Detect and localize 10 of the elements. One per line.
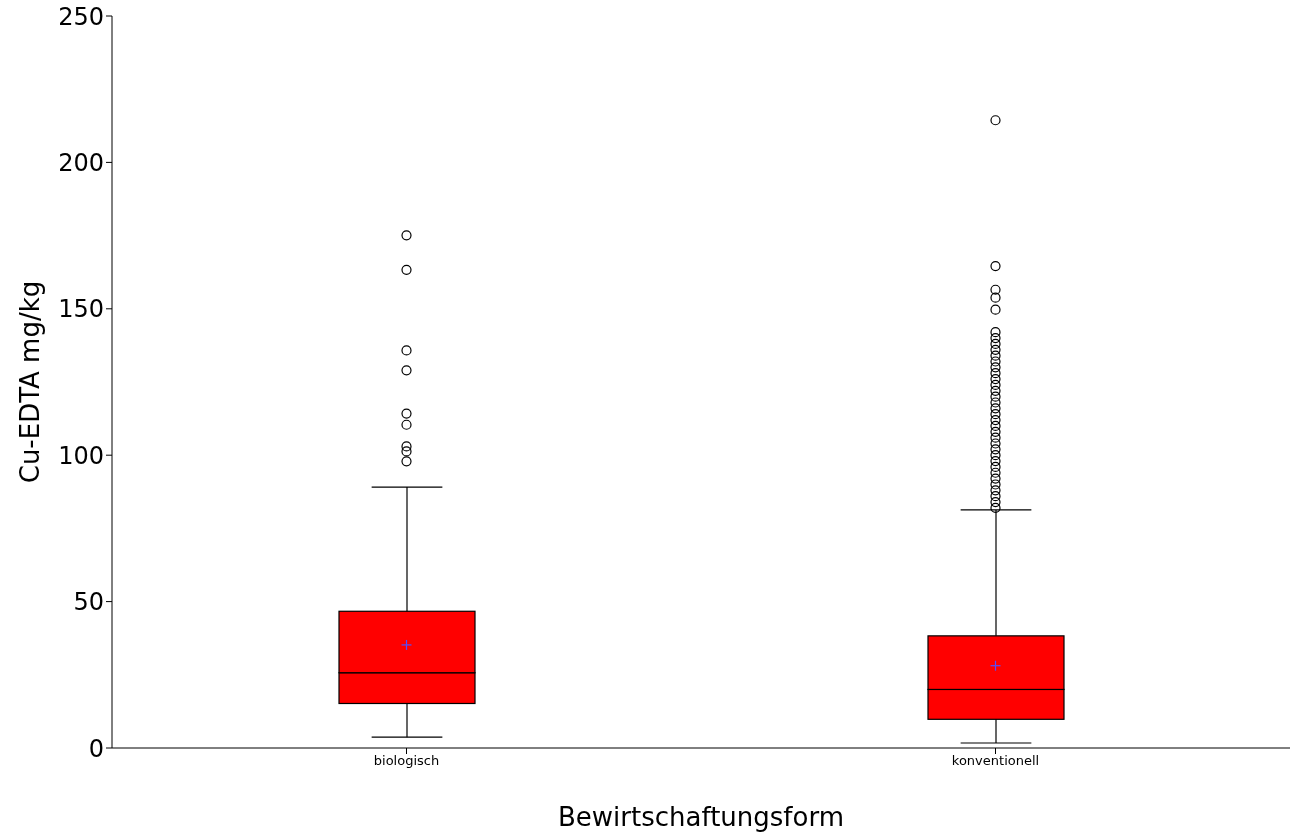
y-tick-label: 50	[73, 588, 104, 617]
x-tick-label: biologisch	[373, 753, 440, 769]
x-tick-label: konventionell	[951, 753, 1040, 769]
y-tick-label: 200	[58, 148, 104, 177]
y-tick-label: 0	[88, 734, 104, 763]
y-tick-label: 250	[58, 2, 104, 31]
y-tick-label: 100	[58, 441, 104, 470]
x-axis-title: Bewirtschaftungsform	[558, 802, 844, 832]
y-tick-label: 150	[58, 295, 104, 324]
y-axis-title: Cu-EDTA mg/kg	[15, 280, 46, 484]
